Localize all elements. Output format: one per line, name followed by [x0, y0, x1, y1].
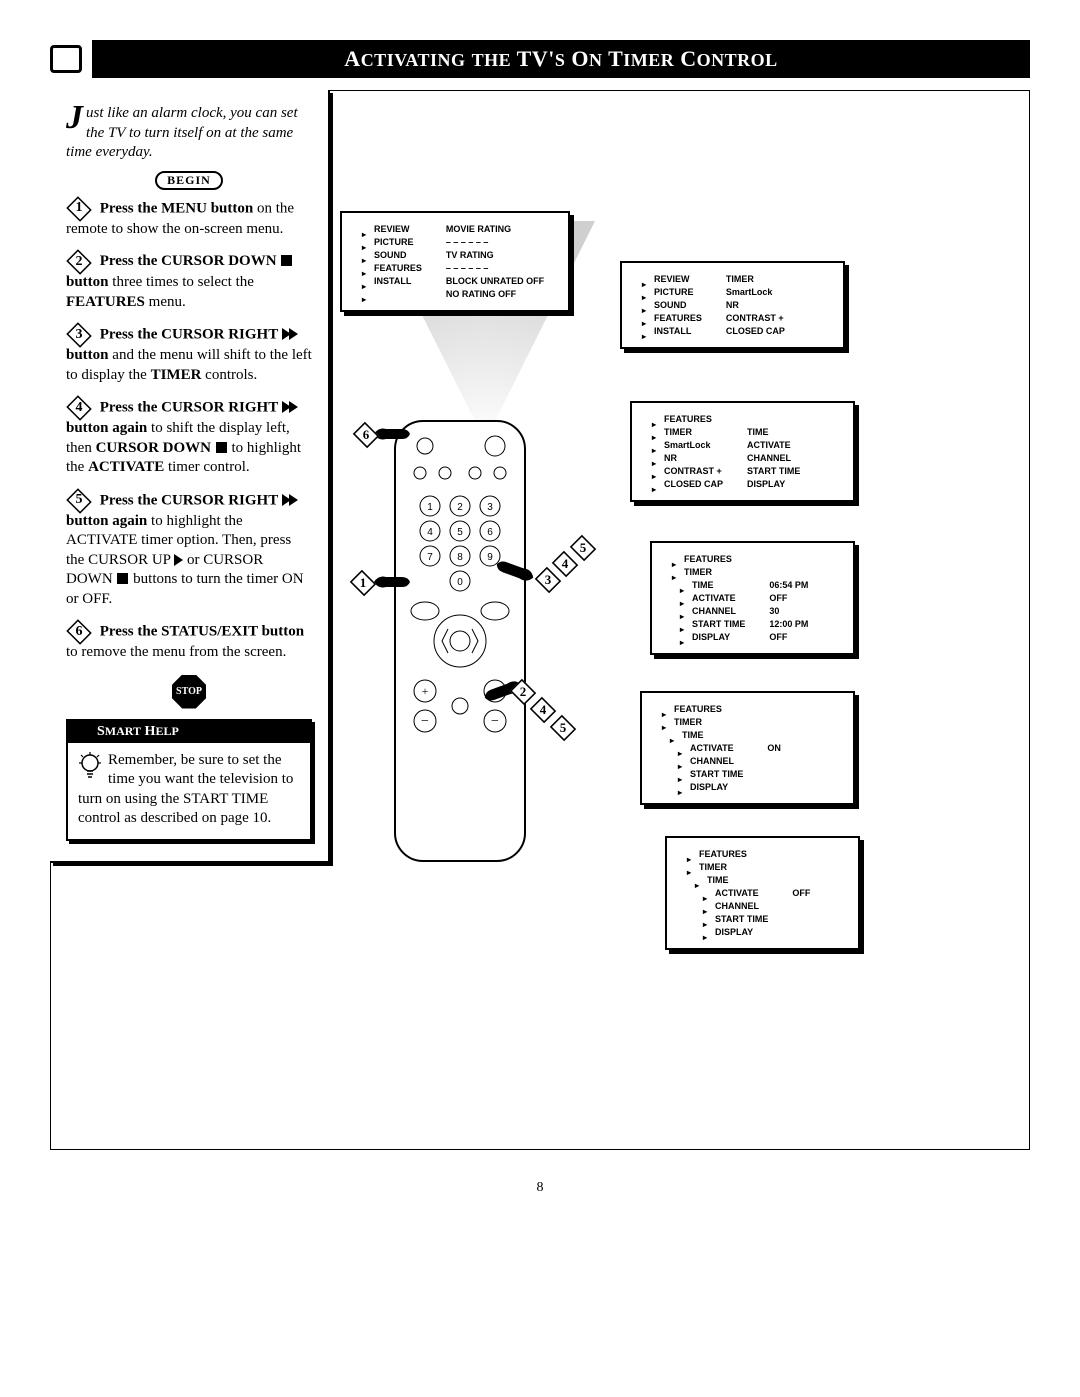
step: 3 Press the CURSOR RIGHT button and the …	[66, 324, 312, 385]
intro-text: Just like an alarm clock, you can set th…	[66, 104, 312, 163]
smart-help-body: Remember, be sure to set the time you wa…	[68, 743, 310, 839]
onscreen-menu: FEATURESTIMERTIMEACTIVATEONCHANNELSTART …	[640, 691, 855, 805]
page-number: 8	[50, 1180, 1030, 1196]
begin-pill: BEGIN	[155, 171, 223, 190]
dropcap: J	[66, 104, 83, 133]
svg-text:−: −	[421, 714, 429, 729]
step-number-diamond: 6	[66, 621, 92, 643]
onscreen-menu: FEATURESTIMERTIMEACTIVATEOFFCHANNELSTART…	[665, 836, 860, 950]
svg-text:+: +	[422, 684, 429, 698]
svg-text:1: 1	[427, 502, 433, 513]
step-number-diamond: 3	[66, 324, 92, 346]
step: 4 Press the CURSOR RIGHT button again to…	[66, 397, 312, 478]
svg-text:5: 5	[457, 527, 463, 538]
onscreen-menu: REVIEWTIMERPICTURESmartLockSOUNDNRFEATUR…	[620, 261, 845, 349]
onscreen-menu: REVIEWMOVIE RATINGPICTURE– – – – – –SOUN…	[340, 211, 570, 312]
step: 5 Press the CURSOR RIGHT button again to…	[66, 490, 312, 610]
step-number-diamond: 5	[66, 490, 92, 512]
svg-text:4: 4	[427, 527, 433, 538]
step-number-diamond: 1	[66, 198, 92, 220]
step-number-diamond: 4	[66, 397, 92, 419]
svg-text:7: 7	[427, 552, 433, 563]
tv-icon	[50, 45, 82, 73]
step-marker-diamond: 1	[350, 572, 376, 594]
onscreen-menu: FEATURESTIMERTIMESmartLockACTIVATENRCHAN…	[630, 401, 855, 502]
svg-text:−: −	[491, 714, 499, 729]
stop-badge: STOP	[172, 675, 206, 709]
svg-text:2: 2	[457, 502, 463, 513]
step: 1 Press the MENU button on the remote to…	[66, 198, 312, 240]
svg-text:8: 8	[457, 552, 463, 563]
remote-icon: 1 2 3 4 5 6 7 8 9 0 +	[370, 411, 550, 871]
step: 2 Press the CURSOR DOWN button three tim…	[66, 251, 312, 312]
svg-text:9: 9	[487, 552, 493, 563]
smart-help-box: SMART HELP Remember, be sure to set the …	[66, 719, 312, 841]
smart-help-text: Remember, be sure to set the time you wa…	[78, 752, 293, 827]
remote-diagram: 1 2 3 4 5 6 7 8 9 0 +	[370, 411, 550, 876]
diagram-column: REVIEWMOVIE RATINGPICTURE– – – – – –SOUN…	[330, 91, 1029, 1149]
smart-help-heading: SMART HELP	[68, 721, 310, 743]
begin-wrap: BEGIN	[66, 171, 312, 198]
lightbulb-icon	[78, 751, 102, 781]
svg-text:0: 0	[457, 577, 463, 588]
main-area: Just like an alarm clock, you can set th…	[50, 90, 1030, 1150]
step-number-diamond: 2	[66, 251, 92, 273]
svg-text:3: 3	[487, 502, 493, 513]
stop-wrap: STOP	[66, 675, 312, 709]
step-marker-diamond: 5	[570, 537, 596, 559]
title-bar: ACTIVATING THE TV'S ON TIMER CONTROL	[50, 40, 1030, 78]
step: 6 Press the STATUS/EXIT button to remove…	[66, 621, 312, 663]
svg-text:+: +	[492, 684, 499, 698]
page-title: ACTIVATING THE TV'S ON TIMER CONTROL	[92, 40, 1030, 78]
svg-text:6: 6	[487, 527, 493, 538]
step-marker-diamond: 5	[550, 717, 576, 739]
instructions-column: Just like an alarm clock, you can set th…	[50, 90, 330, 863]
step-marker-diamond: 6	[353, 424, 379, 446]
intro-body: ust like an alarm clock, you can set the…	[66, 105, 298, 160]
onscreen-menu: FEATURESTIMERTIME06:54 PMACTIVATEOFFCHAN…	[650, 541, 855, 655]
